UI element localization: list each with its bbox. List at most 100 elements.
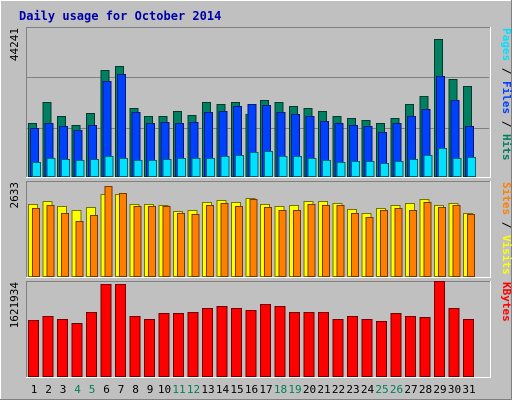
day-label: 30 bbox=[448, 383, 461, 396]
bar-kbytes-day-25 bbox=[376, 321, 387, 377]
bar-sites-day-23 bbox=[351, 213, 359, 277]
y-max-label: 2633 bbox=[8, 182, 21, 209]
day-label: 10 bbox=[158, 383, 171, 396]
bar-pages-day-27 bbox=[409, 159, 418, 177]
bar-kbytes-day-14 bbox=[216, 306, 228, 377]
bar-pages-day-3 bbox=[61, 159, 70, 177]
bar-sites-day-28 bbox=[423, 202, 432, 277]
day-label: 31 bbox=[462, 383, 475, 396]
day-label: 26 bbox=[390, 383, 403, 396]
bar-sites-day-30 bbox=[452, 205, 461, 277]
day-label: 22 bbox=[332, 383, 345, 396]
bar-sites-day-8 bbox=[133, 206, 142, 277]
legend-part: Pages bbox=[500, 28, 512, 61]
bar-kbytes-day-13 bbox=[202, 308, 213, 377]
day-label: 13 bbox=[201, 383, 214, 396]
legend-part: Sites bbox=[500, 182, 512, 215]
bar-sites-day-1 bbox=[32, 208, 40, 277]
bar-pages-day-6 bbox=[104, 156, 114, 177]
bar-kbytes-day-16 bbox=[245, 310, 257, 377]
bar-pages-day-11 bbox=[177, 158, 186, 177]
bar-sites-day-11 bbox=[177, 213, 185, 277]
legend-part: Visits bbox=[500, 235, 512, 275]
bar-pages-day-31 bbox=[467, 157, 476, 177]
bar-sites-day-21 bbox=[322, 205, 330, 277]
bar-kbytes-day-5 bbox=[86, 312, 97, 377]
day-label: 14 bbox=[216, 383, 230, 396]
day-label: 8 bbox=[132, 383, 139, 396]
panel-hits_files_pages: 44241 Pages / Files / Hits bbox=[8, 27, 512, 178]
day-label: 20 bbox=[303, 383, 316, 396]
day-label: 7 bbox=[118, 383, 125, 396]
day-labels: 1 2 3 4 5 6 7 8 9 10 11 12 13 14 15 16 17 18 19 20 21 22 23 24 2… bbox=[31, 383, 476, 396]
bar-pages-day-4 bbox=[75, 160, 85, 177]
legend-part: KBytes bbox=[500, 282, 512, 322]
bar-pages-day-20 bbox=[307, 158, 317, 177]
bar-sites-day-25 bbox=[380, 210, 388, 277]
day-label: 23 bbox=[346, 383, 359, 396]
day-label: 11 bbox=[172, 383, 185, 396]
day-label: 18 bbox=[274, 383, 287, 396]
bar-sites-day-18 bbox=[278, 210, 287, 277]
day-label: 28 bbox=[419, 383, 432, 396]
bar-kbytes-day-12 bbox=[187, 312, 199, 377]
bar-pages-day-2 bbox=[46, 158, 56, 177]
bar-sites-day-13 bbox=[206, 205, 214, 277]
bar-kbytes-day-26 bbox=[390, 313, 402, 377]
bar-sites-day-5 bbox=[90, 215, 98, 277]
bar-kbytes-day-31 bbox=[463, 319, 474, 377]
day-label: 9 bbox=[147, 383, 154, 396]
day-label: 27 bbox=[404, 383, 417, 396]
bar-pages-day-19 bbox=[293, 156, 302, 177]
day-label: 1 bbox=[31, 383, 38, 396]
bar-sites-day-20 bbox=[307, 204, 316, 277]
bar-kbytes-day-6 bbox=[100, 284, 112, 377]
day-label: 24 bbox=[361, 383, 375, 396]
bar-kbytes-day-27 bbox=[405, 316, 416, 377]
bar-sites-day-24 bbox=[365, 217, 374, 277]
day-label: 6 bbox=[103, 383, 110, 396]
bar-sites-day-14 bbox=[220, 203, 229, 277]
legend-part: Files bbox=[500, 81, 512, 114]
series-legend: KBytes bbox=[500, 282, 512, 322]
day-label: 15 bbox=[230, 383, 243, 396]
day-label: 3 bbox=[60, 383, 67, 396]
bar-kbytes-day-9 bbox=[144, 319, 155, 377]
day-label: 5 bbox=[89, 383, 96, 396]
bar-kbytes-day-22 bbox=[332, 319, 344, 377]
bar-kbytes-day-21 bbox=[318, 312, 329, 377]
panel-kbytes: 1621934 KBytes bbox=[8, 281, 512, 378]
bar-pages-day-16 bbox=[249, 152, 259, 177]
bar-sites-day-12 bbox=[191, 214, 200, 277]
bar-kbytes-day-28 bbox=[419, 317, 431, 377]
series-legend: Pages / Files / Hits bbox=[500, 28, 512, 161]
bar-kbytes-day-24 bbox=[361, 319, 373, 377]
bar-sites-day-2 bbox=[46, 205, 55, 277]
bar-sites-day-29 bbox=[438, 207, 446, 277]
bar-pages-day-23 bbox=[351, 161, 360, 177]
bar-kbytes-day-10 bbox=[158, 313, 170, 377]
bar-kbytes-day-20 bbox=[303, 312, 315, 377]
bar-sites-day-19 bbox=[293, 210, 301, 277]
day-label: 16 bbox=[245, 383, 258, 396]
bar-pages-day-12 bbox=[191, 158, 201, 177]
bar-sites-day-6 bbox=[104, 186, 113, 277]
series-legend: Sites / Visits bbox=[500, 182, 512, 275]
y-max-label: 44241 bbox=[8, 28, 21, 61]
bar-kbytes-day-4 bbox=[71, 323, 83, 377]
y-max-label: 1621934 bbox=[8, 282, 21, 329]
bar-sites-day-27 bbox=[409, 210, 417, 277]
bar-pages-day-7 bbox=[119, 158, 128, 177]
bar-pages-day-28 bbox=[423, 155, 433, 177]
bar-pages-day-14 bbox=[220, 156, 230, 177]
day-label: 21 bbox=[317, 383, 330, 396]
bar-kbytes-day-23 bbox=[347, 316, 358, 377]
day-label: 17 bbox=[259, 383, 272, 396]
bar-pages-day-1 bbox=[32, 162, 41, 177]
day-label: 12 bbox=[187, 383, 200, 396]
bar-sites-day-16 bbox=[249, 199, 258, 277]
legend-part: Hits bbox=[500, 134, 512, 161]
bar-sites-day-9 bbox=[148, 206, 156, 277]
bar-kbytes-day-18 bbox=[274, 306, 286, 377]
